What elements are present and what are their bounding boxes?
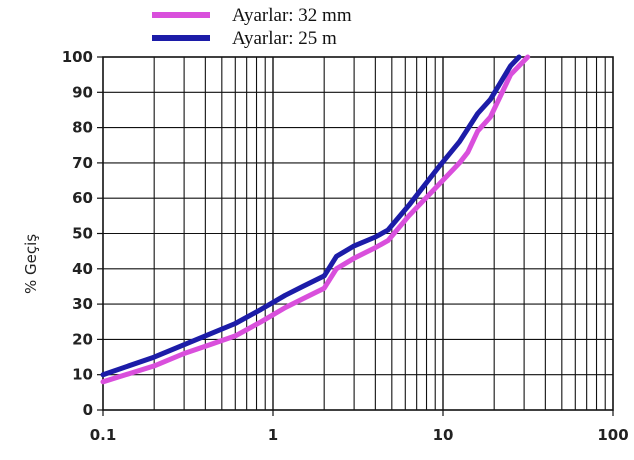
y-tick-label: 30 [72, 295, 93, 313]
series-lines [100, 54, 531, 385]
y-axis-ticks: 0 10 20 30 40 50 60 70 80 90 100 [62, 48, 103, 419]
y-tick-label: 20 [72, 330, 93, 348]
series-line-2 [100, 54, 522, 378]
y-tick-label: 100 [62, 48, 93, 66]
y-tick-label: 60 [72, 189, 93, 207]
x-tick-label: 0.1 [90, 426, 117, 444]
y-tick-label: 10 [72, 366, 93, 384]
y-tick-label: 50 [72, 225, 93, 243]
x-tick-label: 1 [268, 426, 278, 444]
y-axis-label: % Geçiş [22, 234, 40, 294]
legend-label-1: Ayarlar: 32 mm [232, 5, 352, 26]
y-tick-label: 0 [83, 401, 93, 419]
y-tick-label: 70 [72, 154, 93, 172]
x-axis-ticks: 0.1 1 10 100 [90, 410, 629, 444]
series-line-1 [100, 54, 531, 385]
y-tick-label: 90 [72, 83, 93, 101]
y-tick-label: 80 [72, 119, 93, 137]
x-tick-label: 100 [597, 426, 628, 444]
x-tick-label: 10 [433, 426, 454, 444]
y-tick-label: 40 [72, 260, 93, 278]
legend-label-2: Ayarlar: 25 m [232, 28, 337, 49]
